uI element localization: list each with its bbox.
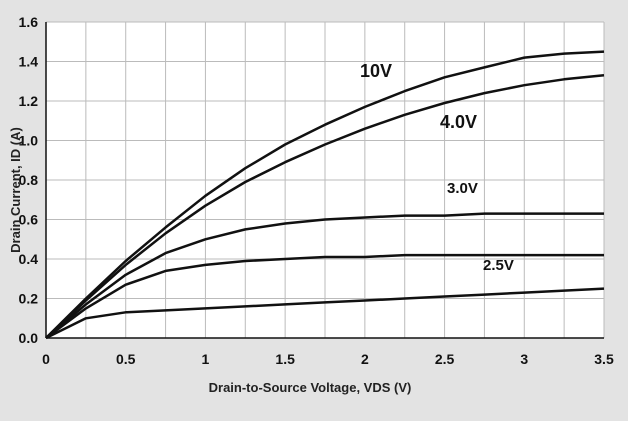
y-tick-label: 0.0 <box>19 330 39 346</box>
y-tick-label: 1.6 <box>19 14 39 30</box>
x-tick-label: 2.5 <box>435 351 455 367</box>
series-line-4-0v <box>45 74 605 339</box>
series-curves <box>45 50 605 340</box>
series-line-10v <box>45 50 605 339</box>
grid-lines <box>46 21 605 338</box>
series-line-5 <box>45 287 605 340</box>
x-tick-label: 1 <box>202 351 210 367</box>
series-line-2-5v <box>45 253 604 340</box>
x-axis-title: Drain-to-Source Voltage, VDS (V) <box>209 380 412 395</box>
x-tick-labels: 0 0.5 1 1.5 2 2.5 3 3.5 <box>42 351 614 367</box>
y-tick-label: 1.2 <box>19 93 39 109</box>
y-tick-labels: 0.0 0.2 0.4 0.6 0.8 1.0 1.2 1.4 1.6 <box>19 14 39 346</box>
curve-label-2-5v: 2.5V <box>483 257 514 274</box>
x-tick-label: 3.5 <box>594 351 614 367</box>
y-tick-label: 0.6 <box>19 212 39 228</box>
y-tick-label: 0.4 <box>19 251 39 267</box>
y-tick-label: 0.8 <box>19 172 39 188</box>
x-tick-label: 0 <box>42 351 50 367</box>
y-tick-label: 1.4 <box>19 54 39 70</box>
curve-label-3v: 3.0V <box>447 180 478 197</box>
x-tick-label: 3 <box>520 351 528 367</box>
y-axis-title: Drain Current, ID (A) <box>8 127 23 253</box>
x-tick-label: 0.5 <box>116 351 136 367</box>
curve-label-4v: 4.0V <box>440 112 477 132</box>
x-tick-label: 2 <box>361 351 369 367</box>
curve-label-10v: 10V <box>360 61 392 81</box>
y-tick-label: 1.0 <box>19 133 39 149</box>
y-tick-label: 0.2 <box>19 291 39 307</box>
x-tick-label: 1.5 <box>275 351 295 367</box>
series-line-3-0v <box>45 212 604 339</box>
